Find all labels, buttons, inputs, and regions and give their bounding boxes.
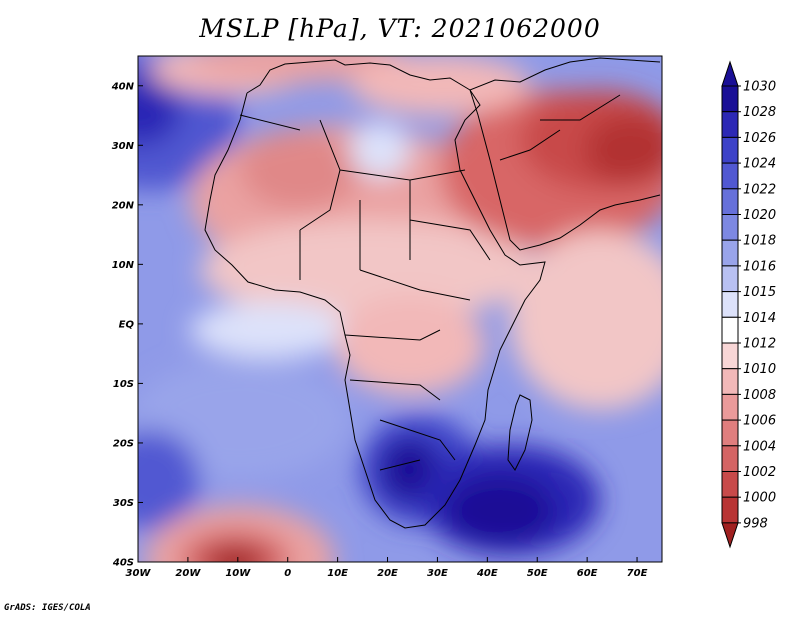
- colorbar-swatch: [721, 471, 739, 498]
- colorbar-label: 1028: [743, 105, 776, 120]
- lat-tick-label: 40S: [112, 558, 134, 569]
- colorbar-label: 1018: [743, 234, 776, 249]
- colorbar: 1030 1028 1026 1024 1022 1020 1018 1016 1015 1014…: [721, 60, 776, 549]
- colorbar-label: 1014: [743, 311, 776, 326]
- colorbar-swatch: [721, 291, 739, 318]
- colorbar-swatch: [721, 111, 739, 138]
- colorbar-swatch: [721, 136, 739, 164]
- lon-tick-label: 0: [284, 568, 291, 579]
- latitude-axis: 40N 30N 20N 10N EQ 10S 20S 30S 40S: [111, 81, 143, 569]
- lon-tick-label: 60E: [577, 568, 598, 579]
- longitude-axis: 30W 20W 10W 0 10E 20E 30E 40E 50E 60E 70E: [126, 557, 648, 579]
- colorbar-label: 1002: [743, 465, 776, 480]
- lat-tick-label: 30N: [112, 141, 135, 152]
- colorbar-label: 1016: [743, 259, 776, 274]
- lat-tick-label: 10N: [112, 260, 135, 271]
- colorbar-label: 1020: [743, 208, 776, 223]
- lon-tick-label: 20E: [377, 568, 398, 579]
- colorbar-swatch: [721, 239, 739, 267]
- colorbar-label: 998: [743, 516, 768, 531]
- pressure-field: [138, 56, 662, 562]
- colorbar-label: 1022: [743, 182, 776, 197]
- lon-tick-label: 30E: [427, 568, 448, 579]
- colorbar-swatch: [721, 393, 739, 421]
- lat-tick-label: EQ: [119, 319, 135, 330]
- colorbar-swatch: [721, 496, 739, 524]
- colorbar-top-arrow: [721, 60, 739, 87]
- lat-tick-label: 10S: [113, 379, 134, 390]
- colorbar-label: 1015: [743, 285, 776, 300]
- lat-tick-label: 40N: [111, 81, 135, 92]
- lon-tick-label: 10E: [327, 568, 348, 579]
- colorbar-label: 1012: [743, 337, 776, 352]
- lon-tick-label: 40E: [476, 568, 498, 579]
- colorbar-swatch: [721, 316, 739, 344]
- lat-tick-label: 30S: [113, 498, 134, 509]
- colorbar-swatch: [721, 85, 739, 113]
- map-title: MSLP [hPa], VT: 2021062000: [199, 14, 601, 43]
- coastlines: [204, 57, 661, 529]
- lat-tick-label: 20S: [113, 438, 134, 449]
- lon-tick-label: 30W: [126, 568, 152, 579]
- colorbar-label: 1010: [743, 362, 776, 377]
- colorbar-swatch: [721, 188, 739, 216]
- lon-tick-label: 50E: [527, 568, 548, 579]
- colorbar-label: 1030: [743, 80, 776, 95]
- credit-text: GrADS: IGES/COLA: [4, 603, 91, 613]
- colorbar-label: 1008: [743, 388, 776, 403]
- lat-tick-label: 20N: [112, 200, 135, 211]
- colorbar-swatch: [721, 419, 739, 447]
- colorbar-swatch: [721, 445, 739, 472]
- colorbar-bottom-arrow: [721, 522, 739, 549]
- colorbar-label: 1024: [743, 157, 776, 172]
- colorbar-swatch: [721, 265, 739, 293]
- colorbar-label: 1026: [743, 131, 776, 146]
- colorbar-swatch: [721, 162, 739, 190]
- colorbar-label: 1000: [743, 491, 776, 506]
- plot-frame: [137, 55, 663, 563]
- colorbar-swatch: [721, 342, 739, 370]
- lon-tick-label: 20W: [175, 568, 201, 579]
- colorbar-label: 1006: [743, 414, 776, 429]
- colorbar-swatch: [721, 214, 739, 241]
- colorbar-swatch: [721, 368, 739, 395]
- colorbar-label: 1004: [743, 439, 776, 454]
- lon-tick-label: 10W: [225, 568, 251, 579]
- lon-tick-label: 70E: [627, 568, 648, 579]
